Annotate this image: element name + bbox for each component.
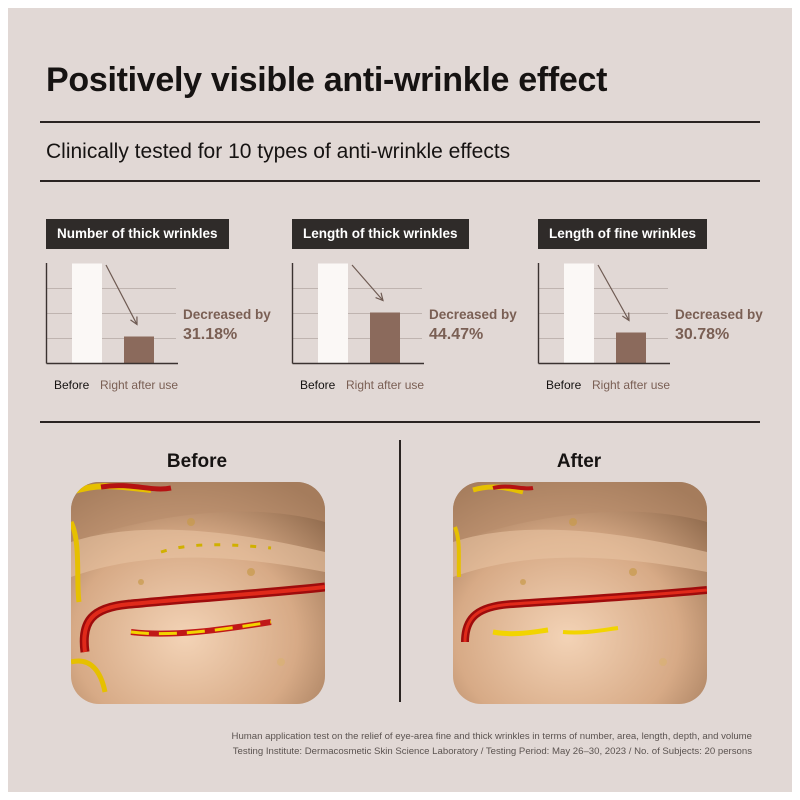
decrease-arrow-head: [130, 316, 138, 326]
bar-after: [616, 332, 646, 364]
tick-label-before: Before: [546, 378, 582, 392]
decrease-value: 30.78%: [675, 326, 730, 343]
chart-thick-wrinkle-length: Length of thick wrinkles Decreased by 44…: [291, 219, 532, 399]
decrease-value: 44.47%: [429, 326, 484, 343]
chart-title: Number of thick wrinkles: [46, 219, 229, 249]
subtitle-divider: [40, 180, 760, 182]
before-skin-scan-image: [71, 482, 325, 704]
study-footnote: Human application test on the relief of …: [232, 729, 752, 759]
chart-fine-wrinkle-length: Length of fine wrinkles Decreased by 30.…: [537, 219, 778, 399]
chart-plot: [291, 263, 424, 365]
tick-label-after: Right after use: [592, 378, 671, 392]
page-title: Positively visible anti-wrinkle effect: [46, 61, 608, 99]
footnote-line: Testing Institute: Dermacosmetic Skin Sc…: [232, 746, 752, 757]
bar-before: [318, 263, 348, 364]
bar-after: [124, 336, 154, 364]
decrease-label: Decreased by: [183, 307, 271, 322]
tick-label-after: Right after use: [346, 378, 425, 392]
tick-label-before: Before: [54, 378, 90, 392]
decrease-arrow: [351, 264, 384, 301]
decrease-arrow: [105, 264, 138, 325]
decrease-annotation: Decreased by 31.18%: [183, 307, 271, 344]
chart-plot: [537, 263, 670, 365]
chart-title: Length of fine wrinkles: [538, 219, 708, 249]
footnote-line: Human application test on the relief of …: [231, 731, 752, 742]
bar-before: [72, 263, 102, 364]
before-photo-label: Before: [166, 451, 228, 472]
after-photo-label: After: [556, 451, 602, 472]
decrease-arrow-head: [622, 312, 630, 322]
title-divider: [40, 121, 760, 123]
chart-thick-wrinkle-number: Number of thick wrinkles Decreased by 31…: [45, 219, 286, 399]
tick-label-after: Right after use: [100, 378, 179, 392]
decrease-arrow: [597, 264, 630, 321]
infographic-page: Positively visible anti-wrinkle effect C…: [8, 8, 792, 792]
bar-before: [564, 263, 594, 364]
decrease-arrow-head: [375, 292, 384, 302]
page-subtitle: Clinically tested for 10 types of anti-w…: [46, 140, 511, 163]
decrease-annotation: Decreased by 44.47%: [429, 307, 517, 344]
decrease-label: Decreased by: [675, 307, 763, 322]
after-skin-scan-image: [453, 482, 707, 704]
photo-divider: [399, 440, 401, 702]
section-divider: [40, 421, 760, 423]
bar-after: [370, 312, 400, 364]
chart-plot: [45, 263, 178, 365]
decrease-annotation: Decreased by 30.78%: [675, 307, 763, 344]
decrease-label: Decreased by: [429, 307, 517, 322]
tick-label-before: Before: [300, 378, 336, 392]
chart-title: Length of thick wrinkles: [292, 219, 469, 249]
decrease-value: 31.18%: [183, 326, 238, 343]
